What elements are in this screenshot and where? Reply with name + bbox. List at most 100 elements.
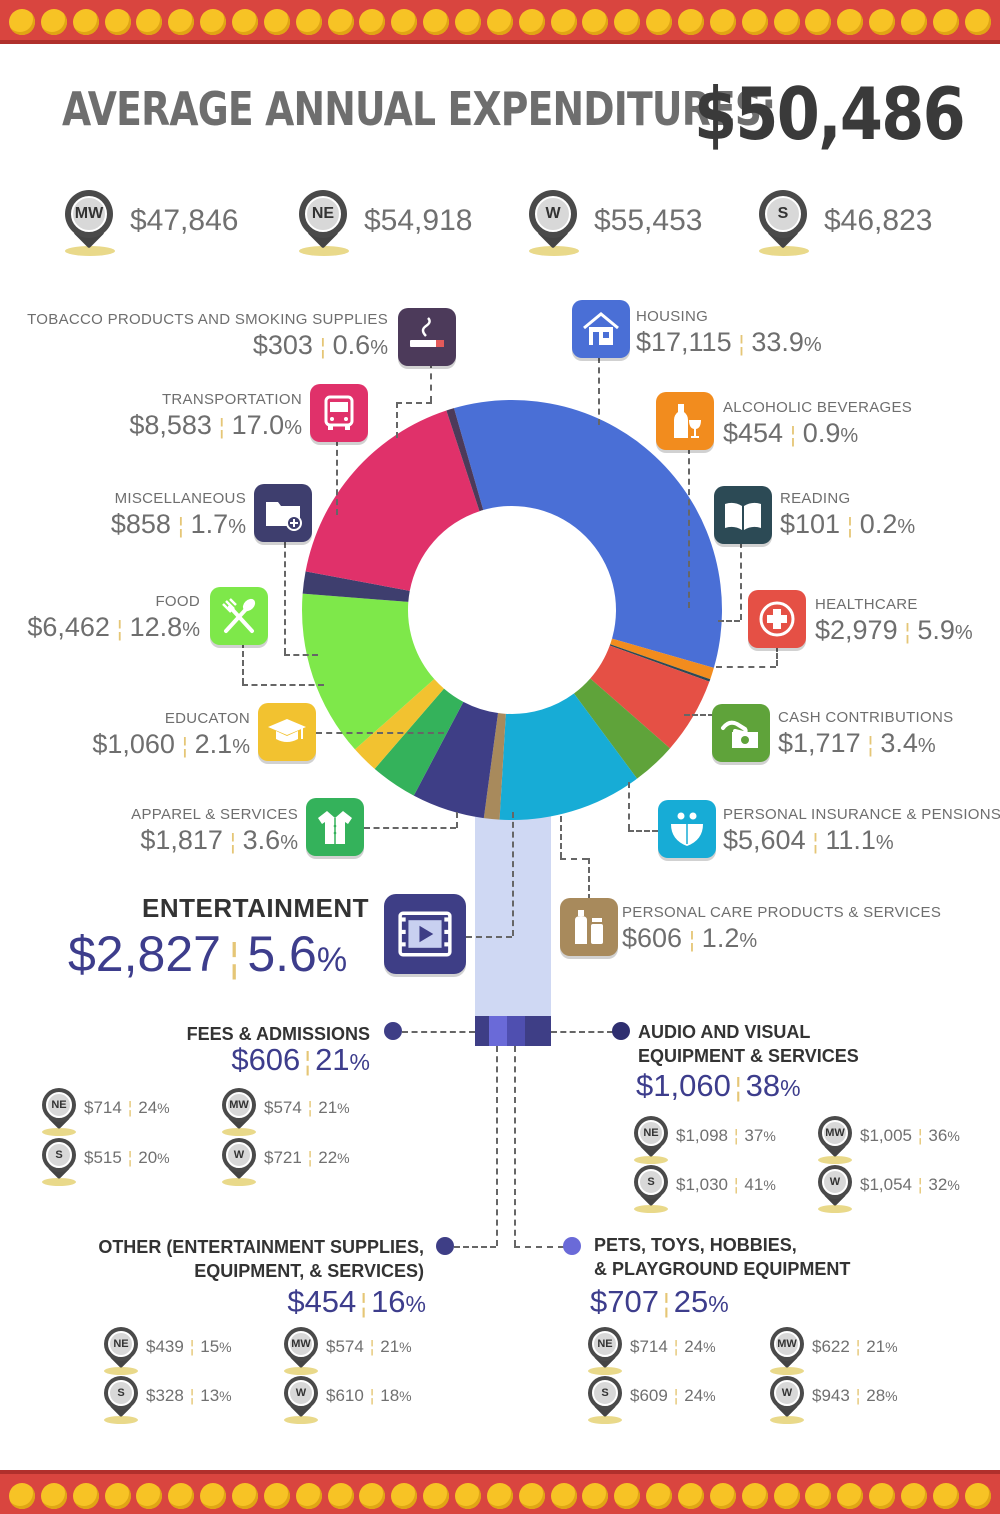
entertainment-values: $2,827 ¦ 5.6%: [68, 926, 348, 982]
category-name: CASH CONTRIBUTIONS: [778, 709, 954, 726]
category-percent: 17.0: [231, 410, 285, 440]
category-percent: 0.9: [802, 418, 841, 448]
family-shield-icon: [658, 800, 716, 858]
pets-percent: 25: [673, 1284, 709, 1319]
leader-healthcare: [776, 646, 778, 666]
marquee-bulb: [8, 9, 35, 35]
fees-amount: $606: [231, 1042, 301, 1077]
entertainment-percent: 5.6: [247, 926, 317, 982]
film-play-icon: [384, 894, 466, 974]
marquee-bulb: [805, 1483, 832, 1509]
leader-reading: [718, 620, 740, 622]
category-name: EDUCATON: [164, 710, 250, 727]
leader-pets: [514, 1046, 516, 1246]
marquee-bulb: [263, 1483, 290, 1509]
house-icon: [572, 300, 630, 358]
map-pin-icon: NE: [296, 190, 350, 256]
marquee-bulb: [932, 9, 959, 35]
category-name: PERSONAL INSURANCE & PENSIONS: [723, 806, 1000, 823]
region-value: $47,846: [130, 204, 239, 237]
leader-alcoholic: [688, 448, 690, 608]
leader-other: [496, 1046, 498, 1246]
fees-values: $606 ¦ 21%: [231, 1042, 370, 1077]
top-marquee-border: [0, 0, 1000, 44]
category-name: HOUSING: [636, 308, 709, 325]
category-percent: 0.2: [859, 509, 898, 539]
label-housing: HOUSING $17,115 ¦ 33.9%: [636, 308, 822, 357]
marquee-bulb: [391, 9, 418, 35]
marquee-bulb: [900, 9, 927, 35]
label-misc: MISCELLANEOUS $858 ¦ 1.7%: [110, 490, 246, 539]
shirt-icon: [306, 798, 364, 856]
cigarette-icon: [398, 308, 456, 366]
leader-food: [242, 684, 324, 686]
marquee-bulb: [423, 9, 450, 35]
marquee-bulb: [550, 1483, 577, 1509]
category-percent: 0.6: [332, 330, 371, 360]
marquee-bulb: [263, 9, 290, 35]
map-pin-icon: S: [756, 190, 810, 256]
marquee-bulb: [677, 1483, 704, 1509]
donut-slice-tobacco: [446, 408, 484, 512]
fees-percent: 21: [315, 1042, 350, 1077]
other-amount: $454: [287, 1284, 357, 1319]
leader-cash: [684, 714, 714, 716]
marquee-bulb: [805, 9, 832, 35]
marquee-bulb: [900, 1483, 927, 1509]
title-label: AVERAGE ANNUAL EXPENDITURES:: [62, 82, 776, 136]
fees-region-w: W $721 ¦ 22%: [220, 1138, 410, 1186]
title-total: $50,486: [694, 72, 966, 156]
category-percent: 33.9: [751, 327, 804, 357]
donut-slice-education: [354, 679, 444, 769]
entertainment-title: ENTERTAINMENT: [142, 893, 370, 923]
other-region-ne: NE $439 ¦ 15%: [102, 1327, 292, 1375]
category-amount: $8,583: [129, 410, 212, 440]
audio-region-mw: MW $1,005 ¦ 36%: [816, 1116, 1000, 1164]
graduation-cap-icon: [258, 703, 316, 761]
marquee-bulb: [40, 9, 67, 35]
category-amount: $454: [723, 418, 784, 448]
marquee-bulb: [837, 1483, 864, 1509]
other-marker-dot: [436, 1237, 454, 1255]
category-percent: 1.7: [190, 509, 229, 539]
marquee-bulb: [486, 1483, 513, 1509]
audio-values: $1,060 ¦ 38%: [636, 1068, 801, 1103]
leader-other: [454, 1246, 496, 1248]
category-percent: 3.4: [880, 728, 918, 758]
category-amount: $858: [110, 509, 171, 539]
category-name: TOBACCO PRODUCTS AND SMOKING SUPPLIES: [27, 311, 388, 328]
marquee-bulb: [614, 1483, 641, 1509]
leader-pets: [514, 1246, 564, 1248]
donut-slice-healthcare: [590, 645, 710, 749]
fees-title: FEES & ADMISSIONS: [186, 1024, 370, 1044]
category-name: PERSONAL CARE PRODUCTS & SERVICES: [622, 904, 942, 921]
fees-marker-dot: [384, 1022, 402, 1040]
marquee-bulb: [200, 9, 227, 35]
leader-insurance: [628, 782, 630, 830]
leader-food: [242, 642, 244, 684]
marquee-bulb: [773, 1483, 800, 1509]
category-name: FOOD: [155, 593, 200, 610]
other-title: OTHER (ENTERTAINMENT SUPPLIES, EQUIPMENT,…: [98, 1237, 424, 1281]
category-amount: $17,115: [636, 327, 732, 357]
medical-cross-icon: [748, 590, 806, 648]
marquee-bulb: [295, 9, 322, 35]
category-name: HEALTHCARE: [815, 596, 918, 613]
bus-icon: [310, 384, 368, 442]
page-title: AVERAGE ANNUAL EXPENDITURES: $50,486: [62, 72, 966, 156]
marquee-bulb: [454, 9, 481, 35]
pets-region-mw: MW $622 ¦ 21%: [768, 1327, 958, 1375]
donut-slice-cash: [573, 678, 671, 779]
map-pin-icon: W: [526, 190, 580, 256]
marquee-bulb: [104, 9, 131, 35]
marquee-bulb: [614, 9, 641, 35]
donut-slice-food: [302, 593, 435, 750]
leader-fees: [402, 1031, 475, 1033]
leader-personal-care: [560, 816, 562, 858]
marquee-bulb: [359, 9, 386, 35]
marquee-bulb: [168, 9, 195, 35]
leader-tobacco: [396, 402, 432, 404]
marquee-bulb: [231, 1483, 258, 1509]
fork-spoon-icon: [210, 587, 268, 645]
marquee-bulb: [550, 9, 577, 35]
